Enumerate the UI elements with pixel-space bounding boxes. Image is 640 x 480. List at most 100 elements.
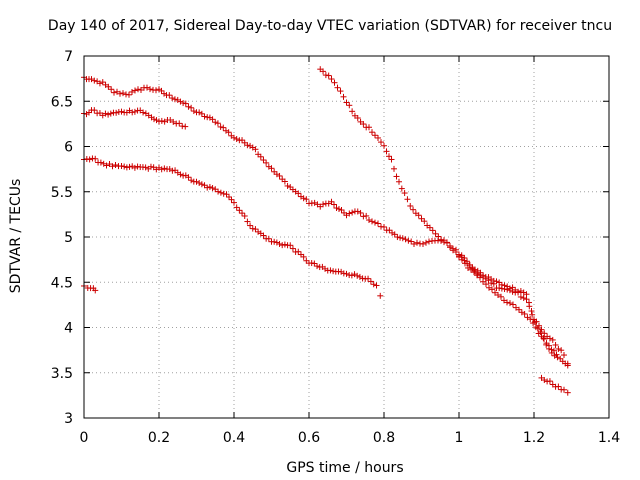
data-point <box>459 256 465 263</box>
data-point <box>546 342 552 349</box>
data-point <box>206 183 213 190</box>
data-point <box>381 223 387 230</box>
y-tick-label: 7 <box>64 49 73 65</box>
data-point <box>158 117 165 124</box>
data-point <box>504 299 510 306</box>
data-point <box>510 301 516 308</box>
data-point <box>369 218 375 225</box>
data-point <box>404 196 411 203</box>
data-point <box>105 83 112 90</box>
y-axis-label: SDTVAR / TECUs <box>8 179 24 294</box>
data-point <box>394 234 401 241</box>
data-point <box>158 166 165 173</box>
data-point <box>300 253 307 260</box>
data-point <box>86 156 93 163</box>
data-point <box>509 288 516 295</box>
data-point <box>388 156 395 163</box>
y-tick-label: 4 <box>64 321 73 337</box>
data-point <box>551 347 557 354</box>
data-point <box>483 281 489 288</box>
data-point <box>447 244 453 251</box>
data-point <box>126 163 133 170</box>
data-point <box>429 227 436 234</box>
data-point <box>391 231 398 238</box>
data-point <box>295 190 302 197</box>
data-point <box>103 162 110 169</box>
data-point <box>532 324 539 331</box>
data-point <box>118 108 125 115</box>
data-point <box>244 218 251 225</box>
data-point <box>396 178 402 185</box>
y-tick-label: 6.5 <box>51 94 73 110</box>
data-point <box>561 386 567 393</box>
data-point <box>553 351 560 358</box>
data-point <box>363 212 370 219</box>
data-point <box>217 123 224 130</box>
x-tick-label: 0.4 <box>223 430 245 446</box>
data-point <box>346 102 353 109</box>
y-tick-label: 3 <box>64 411 73 427</box>
data-point <box>354 272 361 279</box>
data-point <box>520 295 527 302</box>
data-point <box>190 108 197 115</box>
data-point <box>517 288 524 295</box>
data-point <box>147 86 153 93</box>
data-point <box>204 184 211 191</box>
data-point <box>102 110 109 117</box>
data-point <box>377 292 384 299</box>
data-point <box>263 159 270 166</box>
data-point <box>490 280 497 287</box>
data-point <box>91 107 98 114</box>
data-point <box>349 108 356 115</box>
data-point <box>244 142 251 149</box>
data-point <box>92 287 99 294</box>
data-point <box>536 322 542 329</box>
data-point <box>421 218 428 225</box>
data-point <box>426 224 433 231</box>
data-point <box>268 165 275 172</box>
data-point <box>462 260 468 267</box>
data-point <box>521 310 528 317</box>
data-point <box>369 129 375 136</box>
data-point <box>161 165 168 172</box>
data-point <box>220 124 227 131</box>
data-point <box>541 377 548 384</box>
data-point <box>217 189 224 196</box>
data-point <box>111 89 117 96</box>
data-point <box>198 110 205 117</box>
data-point <box>372 219 378 226</box>
data-point <box>529 311 536 318</box>
data-point <box>399 235 406 242</box>
data-point <box>346 210 353 217</box>
data-point <box>182 100 189 107</box>
data-point <box>247 222 254 229</box>
data-point <box>129 88 135 95</box>
data-point <box>96 80 103 87</box>
data-point <box>386 227 393 234</box>
data-point <box>209 116 216 123</box>
data-point <box>482 275 489 282</box>
data-point <box>480 272 487 279</box>
data-point <box>354 208 361 215</box>
x-axis-label: GPS time / hours <box>286 460 403 476</box>
data-point <box>357 209 364 216</box>
data-point <box>517 293 524 300</box>
data-point <box>99 79 106 86</box>
data-point <box>126 91 132 98</box>
data-point <box>370 281 377 288</box>
data-point <box>109 163 116 170</box>
data-point <box>281 241 288 248</box>
y-tick-label: 5.5 <box>51 185 73 201</box>
data-point <box>171 96 178 103</box>
data-point <box>489 286 495 293</box>
data-point <box>233 136 240 143</box>
data-point <box>311 260 318 267</box>
data-point <box>97 159 104 166</box>
data-point <box>334 84 341 91</box>
data-point <box>366 124 372 131</box>
data-point <box>193 178 200 185</box>
data-point <box>343 99 350 106</box>
data-point <box>391 165 397 172</box>
data-point <box>541 335 547 342</box>
